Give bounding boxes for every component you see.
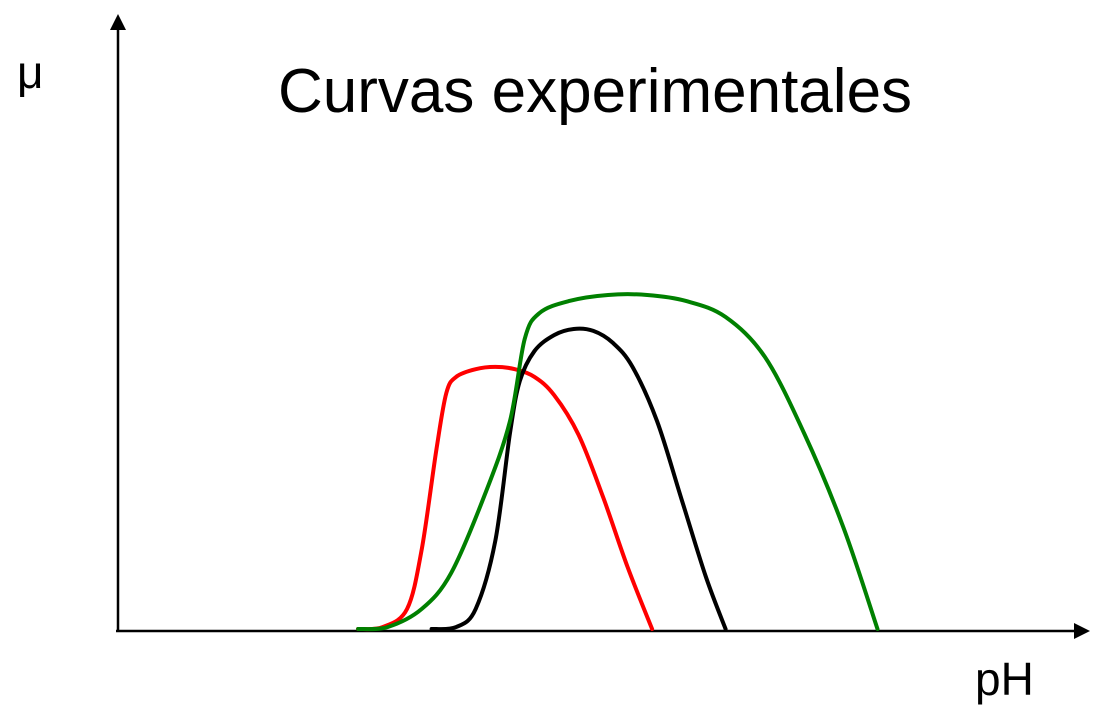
series-1-line: [356, 364, 655, 632]
y-axis-label: μ: [17, 46, 44, 98]
series-layer: [356, 292, 880, 632]
chart-title: Curvas experimentales: [278, 57, 912, 126]
series-2-line: [429, 326, 728, 632]
x-axis-label: pH: [975, 653, 1034, 705]
y-axis: [110, 14, 126, 631]
x-axis: [116, 623, 1090, 639]
series-3-line: [356, 292, 880, 632]
y-axis-arrow-icon: [110, 14, 126, 30]
x-axis-arrow-icon: [1074, 623, 1090, 639]
